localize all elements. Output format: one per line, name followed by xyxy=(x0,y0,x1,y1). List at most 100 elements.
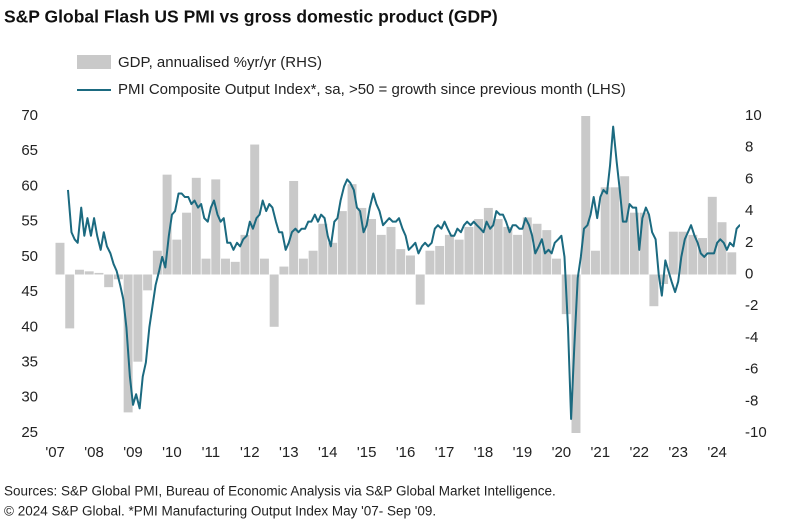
bar xyxy=(172,239,182,275)
x-tick-label: '19 xyxy=(513,444,533,461)
x-tick-label: '15 xyxy=(357,444,377,461)
x-tick-label: '22 xyxy=(629,444,649,461)
footnote: © 2024 S&P Global. *PMI Manufacturing Ou… xyxy=(4,504,436,519)
x-tick-label: '23 xyxy=(668,444,688,461)
bar xyxy=(444,234,454,275)
bar xyxy=(425,250,435,275)
bar xyxy=(639,212,649,275)
bar xyxy=(454,239,464,275)
y2-tick-label: -4 xyxy=(745,329,758,346)
y-tick-label: 60 xyxy=(21,177,38,194)
plot-area xyxy=(55,116,740,433)
y2-tick-label: 2 xyxy=(745,234,753,251)
y2-tick-label: 8 xyxy=(745,139,753,156)
bar xyxy=(143,274,153,291)
bar xyxy=(590,250,600,275)
bar xyxy=(211,179,221,275)
bar xyxy=(483,207,493,275)
y-tick-label: 70 xyxy=(21,107,38,124)
bar xyxy=(629,212,639,275)
y-tick-label: 35 xyxy=(21,354,38,371)
y2-tick-label: -10 xyxy=(745,424,767,441)
bar xyxy=(298,258,308,275)
bar xyxy=(65,274,75,329)
x-tick-label: '24 xyxy=(707,444,727,461)
bar xyxy=(396,249,406,275)
x-tick-label: '14 xyxy=(318,444,338,461)
bar xyxy=(668,231,678,275)
bar xyxy=(435,245,445,275)
y2-tick-label: -2 xyxy=(745,297,758,314)
x-tick-label: '16 xyxy=(396,444,416,461)
y-tick-label: 65 xyxy=(21,142,38,159)
bar xyxy=(367,219,377,275)
y2-tick-label: 10 xyxy=(745,107,762,124)
bar xyxy=(386,226,396,275)
legend-label: PMI Composite Output Index*, sa, >50 = g… xyxy=(118,81,626,98)
bar xyxy=(464,226,474,275)
bar xyxy=(152,250,162,275)
bar xyxy=(688,234,698,275)
bar xyxy=(493,219,503,275)
x-tick-label: '17 xyxy=(435,444,455,461)
bar xyxy=(201,258,211,275)
bar xyxy=(55,242,65,275)
bar xyxy=(552,258,561,275)
bar xyxy=(474,219,484,275)
bar xyxy=(259,258,269,275)
bar xyxy=(707,196,717,275)
y-tick-label: 25 xyxy=(21,424,38,441)
y2-tick-label: 6 xyxy=(745,170,753,187)
source-note: Sources: S&P Global PMI, Bureau of Econo… xyxy=(4,484,556,499)
x-tick-label: '07 xyxy=(45,444,65,461)
bar xyxy=(415,274,425,305)
y2-tick-label: -8 xyxy=(745,392,758,409)
bar xyxy=(328,242,338,275)
bar xyxy=(620,176,630,275)
bar xyxy=(191,177,201,275)
x-tick-label: '08 xyxy=(84,444,104,461)
x-tick-label: '12 xyxy=(240,444,260,461)
x-tick-label: '18 xyxy=(474,444,494,461)
chart-title: S&P Global Flash US PMI vs gross domesti… xyxy=(4,7,498,27)
bar xyxy=(104,274,114,288)
bar xyxy=(600,187,610,275)
bar xyxy=(94,272,104,275)
bar xyxy=(376,234,386,275)
legend-swatch xyxy=(77,55,111,69)
x-tick-label: '11 xyxy=(202,444,220,461)
bar xyxy=(571,274,581,433)
bar xyxy=(610,187,620,275)
bar xyxy=(182,212,192,275)
y2-tick-label: 4 xyxy=(745,202,753,219)
bar xyxy=(162,174,172,275)
bar xyxy=(503,226,513,275)
bar xyxy=(308,250,318,275)
bar xyxy=(513,234,523,275)
bar xyxy=(357,207,367,275)
bar xyxy=(405,255,415,275)
x-tick-label: '20 xyxy=(552,444,572,461)
bar xyxy=(84,271,94,275)
y-tick-label: 55 xyxy=(21,213,38,230)
bar xyxy=(240,234,250,275)
bar xyxy=(347,184,357,275)
x-tick-label: '09 xyxy=(123,444,143,461)
bar xyxy=(279,266,289,275)
bar xyxy=(133,274,143,362)
y2-tick-label: -6 xyxy=(745,361,758,378)
bar xyxy=(74,269,84,275)
line xyxy=(66,125,740,420)
y-tick-label: 50 xyxy=(21,248,38,265)
bar xyxy=(337,211,347,275)
bar xyxy=(649,274,659,307)
bar xyxy=(289,180,299,275)
bar xyxy=(250,144,260,275)
bar xyxy=(717,222,727,275)
bar xyxy=(269,274,279,327)
y2-tick-label: 0 xyxy=(745,265,753,282)
legend-label: GDP, annualised %yr/yr (RHS) xyxy=(118,54,322,71)
bar xyxy=(221,258,230,275)
